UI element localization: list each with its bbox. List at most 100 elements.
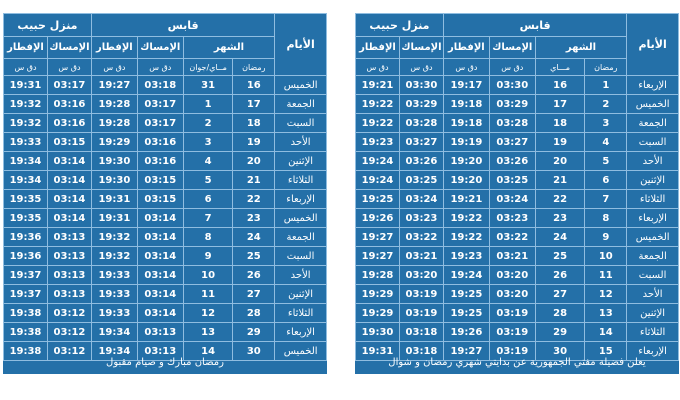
ramadan-subheader: رمضان <box>584 58 628 76</box>
ramadan-day-cell: 24 <box>232 227 276 247</box>
day-cell: الجمعة <box>626 246 679 266</box>
table-row: الأحد 26 10 03:14 19:33 03:13 19:37 <box>3 265 327 285</box>
day-cell: الخميس <box>274 75 327 95</box>
menzel-iftar-cell: 19:32 <box>3 94 48 114</box>
ramadan-day-cell: 18 <box>232 113 276 133</box>
gregorian-day-cell: 29 <box>534 322 586 342</box>
table-row: السبت 4 19 03:27 19:19 03:27 19:23 <box>355 132 679 152</box>
day-cell: الثلاثاء <box>626 322 679 342</box>
days-header: الأيام <box>274 13 327 76</box>
gabes-imsak-cell: 03:14 <box>136 265 184 285</box>
table-row: الإربعاء 15 30 03:19 19:27 03:18 19:31 <box>355 341 679 361</box>
gabes-iftar-cell: 19:18 <box>442 94 490 114</box>
day-cell: الثلاثاء <box>626 189 679 209</box>
gabes-imsak-header: الإمساك <box>488 36 536 59</box>
gabes-iftar-header: الإفطار <box>90 36 138 59</box>
table-row: الإثنين 27 11 03:14 19:33 03:13 19:37 <box>3 284 327 304</box>
gabes-iftar-header: الإفطار <box>442 36 490 59</box>
table-row: الإربعاء 8 23 03:23 19:22 03:23 19:26 <box>355 208 679 228</box>
gabes-iftar-cell: 19:27 <box>90 75 138 95</box>
menzel-imsak-cell: 03:14 <box>46 208 92 228</box>
gregorian-day-cell: 8 <box>182 227 234 247</box>
day-cell: الإربعاء <box>626 341 679 361</box>
menzel-iftar-cell: 19:29 <box>355 284 400 304</box>
day-cell: الإثنين <box>626 303 679 323</box>
gabes-iftar-cell: 19:34 <box>90 341 138 361</box>
gabes-iftar-cell: 19:17 <box>442 75 490 95</box>
gabes-iftar-cell: 19:25 <box>442 303 490 323</box>
table-row: الخميس 16 31 03:18 19:27 03:17 19:31 <box>3 75 327 95</box>
gabes-iftar-cell: 19:23 <box>442 246 490 266</box>
gabes-iftar-cell: 19:30 <box>90 151 138 171</box>
time-unit-label: دق س <box>136 58 184 76</box>
day-cell: الثلاثاء <box>274 170 327 190</box>
day-cell: الإثنين <box>274 151 327 171</box>
gabes-imsak-cell: 03:14 <box>136 246 184 266</box>
ramadan-day-cell: 21 <box>232 170 276 190</box>
gabes-imsak-cell: 03:19 <box>488 341 536 361</box>
gregorian-day-cell: 6 <box>182 189 234 209</box>
menzel-iftar-cell: 19:29 <box>355 303 400 323</box>
gabes-imsak-cell: 03:14 <box>136 284 184 304</box>
gabes-imsak-cell: 03:26 <box>488 151 536 171</box>
gregorian-day-cell: 10 <box>182 265 234 285</box>
menzel-imsak-cell: 03:20 <box>398 265 444 285</box>
day-cell: الخميس <box>274 341 327 361</box>
ramadan-day-cell: 16 <box>232 75 276 95</box>
ramadan-day-cell: 30 <box>232 341 276 361</box>
ramadan-day-cell: 12 <box>584 284 628 304</box>
gabes-iftar-cell: 19:22 <box>442 227 490 247</box>
gregorian-day-cell: 12 <box>182 303 234 323</box>
menzel-imsak-cell: 03:18 <box>398 322 444 342</box>
menzel-iftar-cell: 19:34 <box>3 170 48 190</box>
gregorian-day-cell: 26 <box>534 265 586 285</box>
gregorian-day-cell: 4 <box>182 151 234 171</box>
gabes-imsak-cell: 03:22 <box>488 227 536 247</box>
gabes-imsak-cell: 03:14 <box>136 303 184 323</box>
ramadan-day-cell: 27 <box>232 284 276 304</box>
menzel-iftar-cell: 19:35 <box>3 208 48 228</box>
gabes-imsak-cell: 03:17 <box>136 113 184 133</box>
gabes-header: قابس <box>442 13 628 37</box>
gabes-imsak-cell: 03:25 <box>488 170 536 190</box>
table-row: الإثنين 13 28 03:19 19:25 03:19 19:29 <box>355 303 679 323</box>
menzel-iftar-cell: 19:34 <box>3 151 48 171</box>
day-cell: الجمعة <box>274 227 327 247</box>
ramadan-day-cell: 22 <box>232 189 276 209</box>
table-row: الجمعة 3 18 03:28 19:18 03:28 19:22 <box>355 113 679 133</box>
gabes-imsak-cell: 03:28 <box>488 113 536 133</box>
menzel-iftar-cell: 19:33 <box>3 132 48 152</box>
gregorian-day-cell: 13 <box>182 322 234 342</box>
ramadan-day-cell: 23 <box>232 208 276 228</box>
gabes-iftar-cell: 19:31 <box>90 189 138 209</box>
menzel-imsak-cell: 03:13 <box>46 265 92 285</box>
day-cell: الأحد <box>274 265 327 285</box>
gregorian-day-cell: 3 <box>182 132 234 152</box>
gabes-iftar-cell: 19:26 <box>442 322 490 342</box>
gabes-imsak-cell: 03:30 <box>488 75 536 95</box>
menzel-imsak-cell: 03:25 <box>398 170 444 190</box>
menzel-habib-header: منزل حبيب <box>355 13 444 37</box>
ramadan-day-cell: 26 <box>232 265 276 285</box>
time-unit-label: دق س <box>3 58 48 76</box>
ramadan-day-cell: 13 <box>584 303 628 323</box>
timetable-panel-right: الأيام قابس منزل حبيب الشهر الإمساك الإف… <box>355 13 679 374</box>
table-row: الجمعة 17 1 03:17 19:28 03:16 19:32 <box>3 94 327 114</box>
table-row: الثلاثاء 14 29 03:19 19:26 03:18 19:30 <box>355 322 679 342</box>
menzel-imsak-cell: 03:17 <box>46 75 92 95</box>
day-cell: الإربعاء <box>274 322 327 342</box>
table-row: الجمعة 24 8 03:14 19:32 03:13 19:36 <box>3 227 327 247</box>
menzel-iftar-cell: 19:35 <box>3 189 48 209</box>
ramadan-day-cell: 9 <box>584 227 628 247</box>
month-header: الشهر <box>534 36 628 59</box>
gregorian-day-cell: 24 <box>534 227 586 247</box>
gabes-imsak-cell: 03:19 <box>488 303 536 323</box>
menzel-iftar-cell: 19:25 <box>355 189 400 209</box>
menzel-iftar-cell: 19:36 <box>3 227 48 247</box>
ramadan-day-cell: 8 <box>584 208 628 228</box>
menzel-imsak-cell: 03:12 <box>46 322 92 342</box>
menzel-iftar-cell: 19:38 <box>3 322 48 342</box>
gabes-imsak-cell: 03:20 <box>488 284 536 304</box>
ramadan-day-cell: 17 <box>232 94 276 114</box>
menzel-imsak-cell: 03:13 <box>46 284 92 304</box>
